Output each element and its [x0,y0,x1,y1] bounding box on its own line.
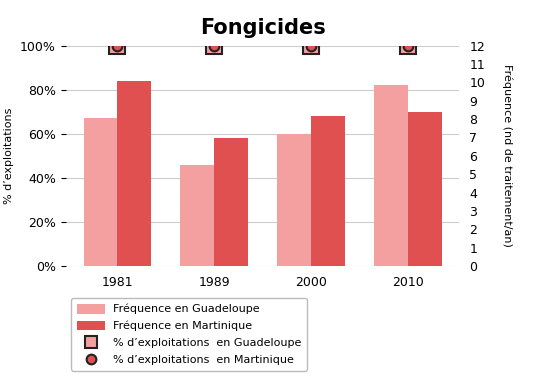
Bar [181,165,214,266]
Bar [408,112,441,266]
Bar [214,138,248,266]
Legend: Fréquence en Guadeloupe, Fréquence en Martinique, % d’exploitations  en Guadelou: Fréquence en Guadeloupe, Fréquence en Ma… [71,298,307,370]
Bar [118,81,152,266]
Bar [277,134,311,266]
Bar [84,118,118,266]
Bar [374,85,408,266]
Bar [311,116,345,266]
Title: Fongicides: Fongicides [200,19,325,38]
Y-axis label: % d’exploitations: % d’exploitations [4,108,14,204]
Y-axis label: Fréquence (nd de traitement/an): Fréquence (nd de traitement/an) [502,64,512,247]
